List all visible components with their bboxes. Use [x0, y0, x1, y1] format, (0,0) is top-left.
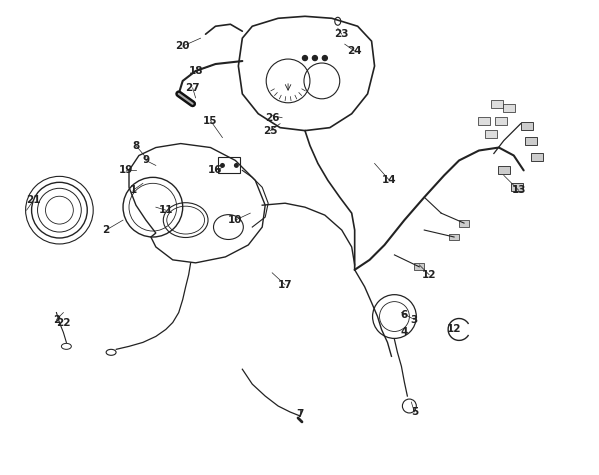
- Text: 10: 10: [228, 215, 243, 225]
- Text: 18: 18: [188, 66, 203, 76]
- FancyBboxPatch shape: [498, 166, 510, 174]
- Text: 14: 14: [382, 175, 397, 185]
- Text: 26: 26: [265, 113, 279, 123]
- Circle shape: [322, 56, 327, 60]
- Circle shape: [220, 163, 225, 168]
- Text: 19: 19: [119, 165, 133, 175]
- FancyBboxPatch shape: [485, 130, 497, 138]
- Text: 27: 27: [185, 83, 200, 93]
- Circle shape: [302, 56, 307, 60]
- Text: 23: 23: [334, 29, 349, 39]
- Text: 6: 6: [401, 310, 408, 320]
- Text: 12: 12: [447, 324, 461, 334]
- FancyBboxPatch shape: [491, 100, 503, 108]
- Circle shape: [313, 56, 317, 60]
- FancyBboxPatch shape: [449, 234, 459, 240]
- FancyBboxPatch shape: [525, 137, 537, 144]
- Text: 15: 15: [203, 116, 218, 126]
- Text: 13: 13: [512, 185, 526, 195]
- Text: 12: 12: [422, 270, 437, 280]
- Text: 7: 7: [297, 409, 304, 419]
- Circle shape: [234, 163, 239, 168]
- Text: 5: 5: [411, 407, 418, 417]
- Text: 1: 1: [129, 185, 137, 195]
- Text: 22: 22: [56, 317, 71, 327]
- FancyBboxPatch shape: [511, 183, 523, 191]
- FancyBboxPatch shape: [531, 153, 543, 162]
- Text: 3: 3: [411, 314, 418, 324]
- Text: 24: 24: [347, 46, 362, 56]
- Text: 16: 16: [208, 165, 223, 175]
- FancyBboxPatch shape: [521, 122, 533, 130]
- Text: 25: 25: [263, 125, 277, 136]
- Text: 17: 17: [278, 280, 292, 290]
- FancyBboxPatch shape: [415, 263, 424, 270]
- Text: 11: 11: [159, 205, 173, 215]
- FancyBboxPatch shape: [478, 117, 490, 124]
- Text: 20: 20: [176, 41, 190, 51]
- FancyBboxPatch shape: [495, 117, 507, 124]
- Text: 8: 8: [132, 141, 140, 151]
- Text: 21: 21: [26, 195, 41, 205]
- Text: 2: 2: [53, 314, 60, 324]
- FancyBboxPatch shape: [459, 219, 469, 227]
- FancyBboxPatch shape: [503, 104, 515, 112]
- Text: 4: 4: [401, 327, 408, 337]
- Text: 2: 2: [102, 225, 110, 235]
- Text: 9: 9: [143, 155, 150, 165]
